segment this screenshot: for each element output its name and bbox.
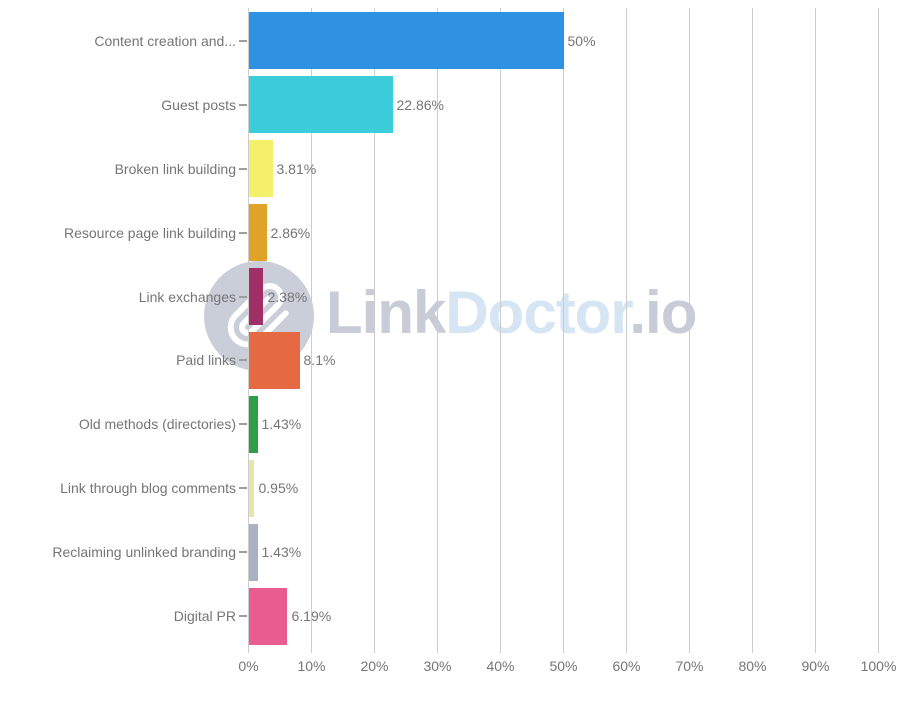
y-axis-tick [239,103,247,106]
y-axis-tick [239,39,247,42]
x-axis-tick-label: 60% [612,658,641,674]
category-label: Link exchanges [138,288,236,305]
x-axis-tick-label: 10% [297,658,326,674]
category-label: Link through blog comments [60,480,236,497]
bar [248,76,393,134]
value-label: 6.19% [291,608,332,625]
watermark-text-io: .io [629,279,697,346]
bar [248,268,264,326]
category-label: Paid links [176,352,236,369]
value-label: 50% [567,32,596,49]
x-axis-tick-label: 100% [860,658,897,674]
y-axis-tick [239,167,247,170]
gridline [563,8,564,653]
y-axis-tick [239,359,247,362]
value-label: 2.86% [270,224,311,241]
gridline [437,8,438,653]
watermark-text: LinkDoctor.io [326,283,697,349]
x-axis-tick-label: 20% [360,658,389,674]
bar [248,459,255,517]
gridline [689,8,690,653]
x-axis-tick-label: 80% [738,658,767,674]
bar [248,204,267,262]
x-axis-tick-label: 0% [238,658,259,674]
category-label: Guest posts [161,96,236,113]
category-label: Broken link building [114,160,236,177]
bar [248,331,300,389]
bar [248,395,258,453]
category-label: Old methods (directories) [78,416,236,433]
x-axis-tick-label: 90% [801,658,830,674]
y-axis-tick [239,487,247,490]
category-label: Reclaiming unlinked branding [52,544,236,561]
bar [248,523,258,581]
bar [248,587,288,645]
x-axis-tick-label: 50% [549,658,578,674]
value-label: 22.86% [396,96,444,113]
x-axis-tick-label: 30% [423,658,452,674]
gridline [815,8,816,653]
gridline [752,8,753,653]
y-axis-tick [239,295,247,298]
value-label: 8.1% [303,352,336,369]
value-label: 1.43% [261,416,302,433]
gridline [878,8,879,653]
gridline [500,8,501,653]
category-label: Resource page link building [64,224,236,241]
bar [248,140,273,198]
value-label: 1.43% [261,544,302,561]
watermark-text-link: Link [326,279,446,346]
category-label: Digital PR [173,608,236,625]
value-label: 2.38% [267,288,308,305]
y-axis-tick [239,551,247,554]
y-axis-tick [239,423,247,426]
y-axis-tick [239,615,247,618]
x-axis-tick-label: 40% [486,658,515,674]
bar [248,12,564,70]
watermark-text-doctor: Doctor [445,279,630,346]
category-label: Content creation and... [94,32,236,49]
gridline [626,8,627,653]
x-axis-tick-label: 70% [675,658,704,674]
y-axis-tick [239,231,247,234]
gridline [374,8,375,653]
value-label: 3.81% [276,160,317,177]
value-label: 0.95% [258,480,299,497]
